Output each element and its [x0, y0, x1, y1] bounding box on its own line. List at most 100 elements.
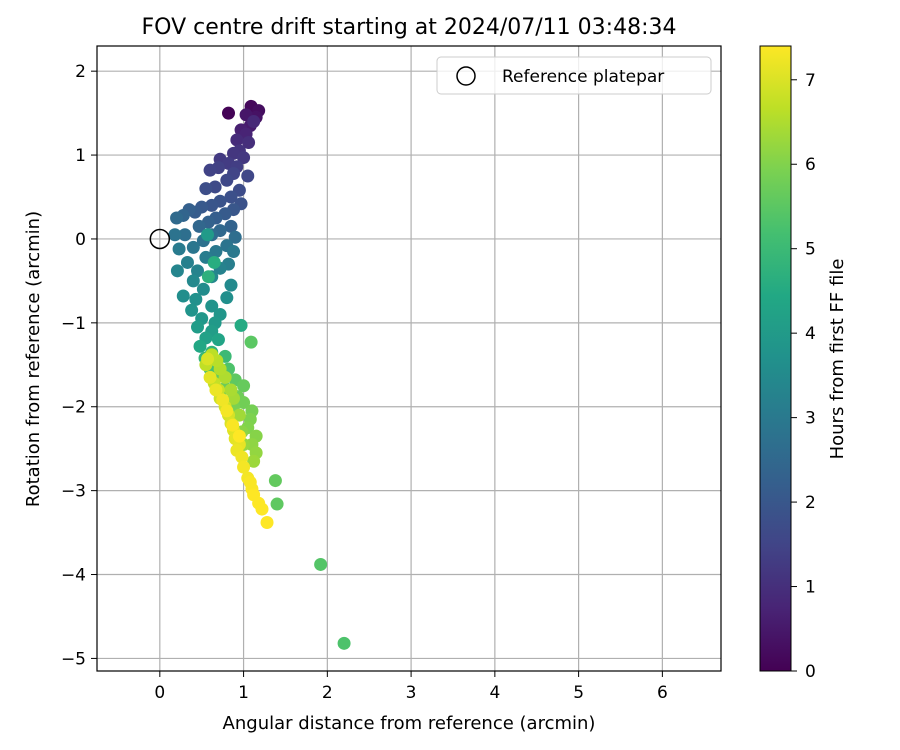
x-tick-label: 5: [573, 683, 584, 703]
data-point: [186, 274, 200, 288]
data-point: [242, 135, 256, 149]
data-point: [227, 146, 241, 160]
data-point: [235, 450, 249, 464]
data-point: [193, 339, 207, 353]
data-point: [224, 278, 238, 292]
y-tick-label: −2: [61, 398, 86, 418]
grid: [97, 46, 721, 671]
data-point: [168, 228, 182, 242]
data-point: [232, 429, 246, 443]
y-tick-label: −4: [61, 566, 86, 586]
colorbar-tick-label: 7: [805, 71, 816, 91]
x-tick-label: 3: [406, 683, 417, 703]
y-axis-ticks: −5 −4 −3 −2 −1 0 1 2: [61, 62, 97, 669]
colorbar-tick-label: 2: [805, 493, 816, 513]
data-point: [172, 242, 186, 256]
data-point: [237, 460, 251, 474]
reference-marker: [149, 228, 171, 250]
colorbar: 0 1 2 3 4 5 6 7 Hours from first FF file: [759, 45, 848, 682]
data-point: [207, 255, 221, 269]
data-point: [170, 264, 184, 278]
data-point: [255, 502, 269, 516]
y-tick-label: −3: [61, 482, 86, 502]
data-point: [237, 151, 251, 165]
data-point: [247, 454, 261, 468]
x-tick-label: 1: [238, 683, 249, 703]
data-point: [230, 133, 244, 147]
y-axis-label: Rotation from reference (arcmin): [23, 211, 44, 507]
data-point: [180, 255, 194, 269]
data-point: [176, 289, 190, 303]
data-point: [201, 228, 215, 242]
data-point: [237, 379, 251, 393]
data-point: [268, 474, 282, 488]
data-point: [224, 383, 238, 397]
colorbar-tick-label: 5: [805, 240, 816, 260]
data-point: [203, 370, 217, 384]
data-point: [244, 335, 258, 349]
legend-box: [436, 56, 712, 95]
y-tick-label: −1: [61, 314, 86, 334]
x-tick-label: 0: [154, 683, 165, 703]
data-point: [270, 497, 284, 511]
data-point: [224, 219, 238, 233]
colorbar-ticks: 0 1 2 3 4 5 6 7: [791, 71, 816, 682]
colorbar-tick-label: 0: [805, 662, 816, 682]
data-point: [192, 219, 206, 233]
data-point: [196, 282, 210, 296]
data-point: [186, 240, 200, 254]
data-points: [168, 99, 351, 650]
data-point: [185, 303, 199, 317]
colorbar-tick-label: 1: [805, 578, 816, 598]
data-point: [227, 245, 241, 259]
data-point: [216, 393, 230, 407]
x-axis-label: Angular distance from reference (arcmin): [223, 713, 596, 734]
data-point: [209, 383, 223, 397]
colorbar-tick-label: 3: [805, 409, 816, 429]
y-tick-label: 1: [75, 146, 86, 166]
data-point: [228, 230, 242, 244]
data-point: [189, 292, 203, 306]
data-point: [260, 516, 274, 530]
data-point: [220, 173, 234, 187]
colorbar-gradient: [759, 45, 792, 672]
data-point: [205, 299, 219, 313]
data-point: [170, 211, 184, 225]
data-point: [241, 169, 255, 183]
reference-point: [149, 228, 171, 250]
data-point: [209, 245, 223, 259]
legend-marker: [456, 66, 476, 86]
x-tick-label: 4: [489, 683, 500, 703]
data-point: [234, 318, 248, 332]
data-point: [191, 264, 205, 278]
data-point: [232, 408, 246, 422]
chart-title: FOV centre drift starting at 2024/07/11 …: [142, 15, 677, 40]
data-point: [199, 182, 213, 196]
data-point: [237, 396, 251, 410]
data-point: [211, 333, 225, 347]
x-axis-ticks: 0 1 2 3 4 5 6: [154, 671, 668, 703]
data-point: [226, 418, 240, 432]
data-point: [222, 106, 236, 120]
data-point: [201, 352, 215, 366]
data-point: [247, 115, 261, 129]
data-point: [220, 404, 234, 418]
data-point: [178, 228, 192, 242]
data-point: [220, 291, 234, 305]
data-point: [205, 198, 219, 212]
colorbar-tick-label: 6: [805, 155, 816, 175]
data-point: [314, 557, 328, 571]
y-tick-label: 2: [75, 62, 86, 82]
legend-label: Reference platepar: [502, 67, 664, 87]
data-point: [191, 320, 205, 334]
data-point: [203, 163, 217, 177]
x-tick-label: 2: [322, 683, 333, 703]
colorbar-label: Hours from first FF file: [827, 259, 848, 460]
data-point: [224, 190, 238, 204]
y-tick-label: −5: [61, 649, 86, 669]
colorbar-tick-label: 4: [805, 324, 816, 344]
legend: Reference platepar: [436, 56, 712, 95]
x-tick-label: 6: [657, 683, 668, 703]
y-tick-label: 0: [75, 230, 86, 250]
